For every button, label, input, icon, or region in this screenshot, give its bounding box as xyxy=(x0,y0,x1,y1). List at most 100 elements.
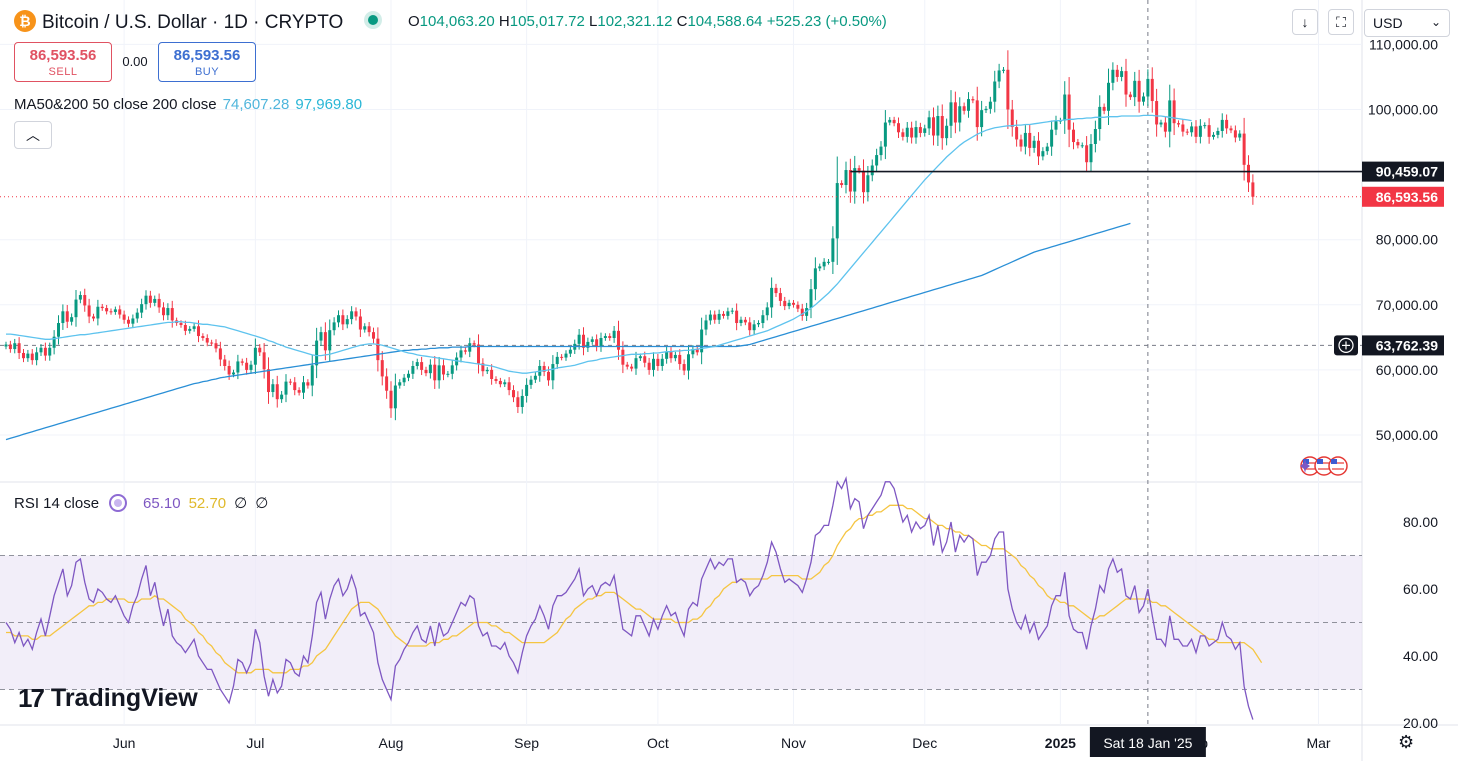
gear-icon[interactable]: ⚙ xyxy=(1398,732,1415,752)
price-tick-label: 100,000.00 xyxy=(1368,102,1438,118)
candle-body xyxy=(22,352,25,359)
rsi-tick-label: 60.00 xyxy=(1403,581,1438,597)
price-tick-label: 110,000.00 xyxy=(1369,36,1438,52)
candle-body xyxy=(424,369,428,374)
candle-body xyxy=(547,371,550,381)
candle-body xyxy=(30,353,34,361)
change-value: +525.23 (+0.50%) xyxy=(766,13,887,30)
candle-body xyxy=(940,116,944,139)
crosshair-time-label-bg xyxy=(1089,727,1206,757)
candle-body xyxy=(57,323,60,337)
candle-body xyxy=(713,314,717,320)
candle-body xyxy=(870,165,874,176)
candle-body xyxy=(380,360,384,377)
price-tick-label: 70,000.00 xyxy=(1376,297,1438,313)
sell-button[interactable]: 86,593.56 SELL xyxy=(14,42,112,82)
candle-body xyxy=(568,349,572,354)
tradingview-mark-icon: 17 xyxy=(18,683,45,713)
buy-button[interactable]: 86,593.56 BUY xyxy=(158,42,256,82)
candle-body xyxy=(1037,140,1040,157)
rsi-ma-line xyxy=(6,504,1263,674)
candle-body xyxy=(1133,80,1137,98)
candle-body xyxy=(1107,82,1110,111)
time-tick-label: 2025 xyxy=(1045,735,1076,751)
candle-body xyxy=(1177,123,1180,125)
last-price-label-bg xyxy=(1362,186,1444,207)
candle-body xyxy=(310,365,314,386)
plus-circle-icon xyxy=(1338,337,1354,354)
candle-body xyxy=(205,338,209,343)
rsi-legend[interactable]: RSI 14 close 65.10 52.70 ∅ ∅ xyxy=(14,494,268,512)
candle-body xyxy=(638,356,642,359)
candle-body xyxy=(879,146,883,156)
buy-label: BUY xyxy=(194,66,220,78)
candle-body xyxy=(1251,182,1255,197)
candle-body xyxy=(472,343,476,345)
candle-body xyxy=(153,298,157,303)
candle-body xyxy=(555,356,559,365)
candle-body xyxy=(993,81,997,102)
candle-body xyxy=(197,326,200,337)
download-button[interactable]: ↓ xyxy=(1292,9,1318,35)
candle-body xyxy=(393,385,397,409)
candle-body xyxy=(617,330,620,350)
time-tick-label: Jul xyxy=(246,735,264,751)
fullscreen-button[interactable]: ⛶ xyxy=(1328,9,1354,35)
candle-body xyxy=(262,352,266,370)
low-label: L xyxy=(589,13,598,30)
market-status-icon[interactable] xyxy=(368,15,378,25)
candle-body xyxy=(385,376,389,391)
download-arrow-icon: ↓ xyxy=(1301,14,1309,30)
time-tick-label: Dec xyxy=(912,735,937,751)
candle-body xyxy=(988,101,992,109)
candle-body xyxy=(87,305,91,317)
candle-body xyxy=(1098,106,1102,130)
candle-body xyxy=(726,311,730,316)
candle-body xyxy=(463,350,467,352)
candle-body xyxy=(818,266,822,269)
collapse-legend-button[interactable]: ︿ xyxy=(14,121,52,149)
candle-body xyxy=(813,268,817,290)
candle-body xyxy=(800,308,804,316)
candle-body xyxy=(437,365,441,381)
candle-body xyxy=(792,302,795,305)
candle-body xyxy=(140,304,144,313)
candle-body xyxy=(953,102,957,123)
spread-value: 0.00 xyxy=(122,54,148,69)
candle-body xyxy=(1002,69,1005,71)
candle-body xyxy=(1124,71,1128,95)
candle-body xyxy=(1142,96,1145,102)
bitcoin-icon: ₿ xyxy=(14,10,36,32)
candle-body xyxy=(888,119,892,123)
tradingview-logo[interactable]: 17 TradingView xyxy=(18,683,198,714)
candle-body xyxy=(1181,124,1185,132)
candle-body xyxy=(105,308,109,312)
candle-body xyxy=(621,349,625,365)
candle-body xyxy=(783,300,787,307)
candle-body xyxy=(984,108,988,111)
candle-body xyxy=(835,183,839,239)
candle-body xyxy=(1045,146,1049,152)
symbol-title[interactable]: Bitcoin / U.S. Dollar · 1D · CRYPTO xyxy=(42,12,344,33)
candle-body xyxy=(1150,78,1154,102)
currency-select[interactable]: USD ⌄ xyxy=(1364,9,1450,37)
candle-body xyxy=(1168,100,1172,132)
candle-body xyxy=(144,295,148,305)
candle-body xyxy=(323,332,327,351)
candle-body xyxy=(43,347,47,356)
candle-body xyxy=(625,364,629,367)
ma-legend[interactable]: MA50&200 50 close 200 close 74,607.28 97,9… xyxy=(14,96,362,113)
candle-body xyxy=(162,307,165,316)
candle-body xyxy=(840,183,844,186)
candle-body xyxy=(245,362,249,370)
flag-canton xyxy=(1317,459,1323,464)
candle-body xyxy=(752,324,756,331)
candle-body xyxy=(932,117,935,136)
candle-body xyxy=(485,369,489,372)
candle-body xyxy=(363,326,367,330)
candle-body xyxy=(1032,140,1036,148)
candle-body xyxy=(358,316,362,330)
candle-body xyxy=(450,365,454,374)
